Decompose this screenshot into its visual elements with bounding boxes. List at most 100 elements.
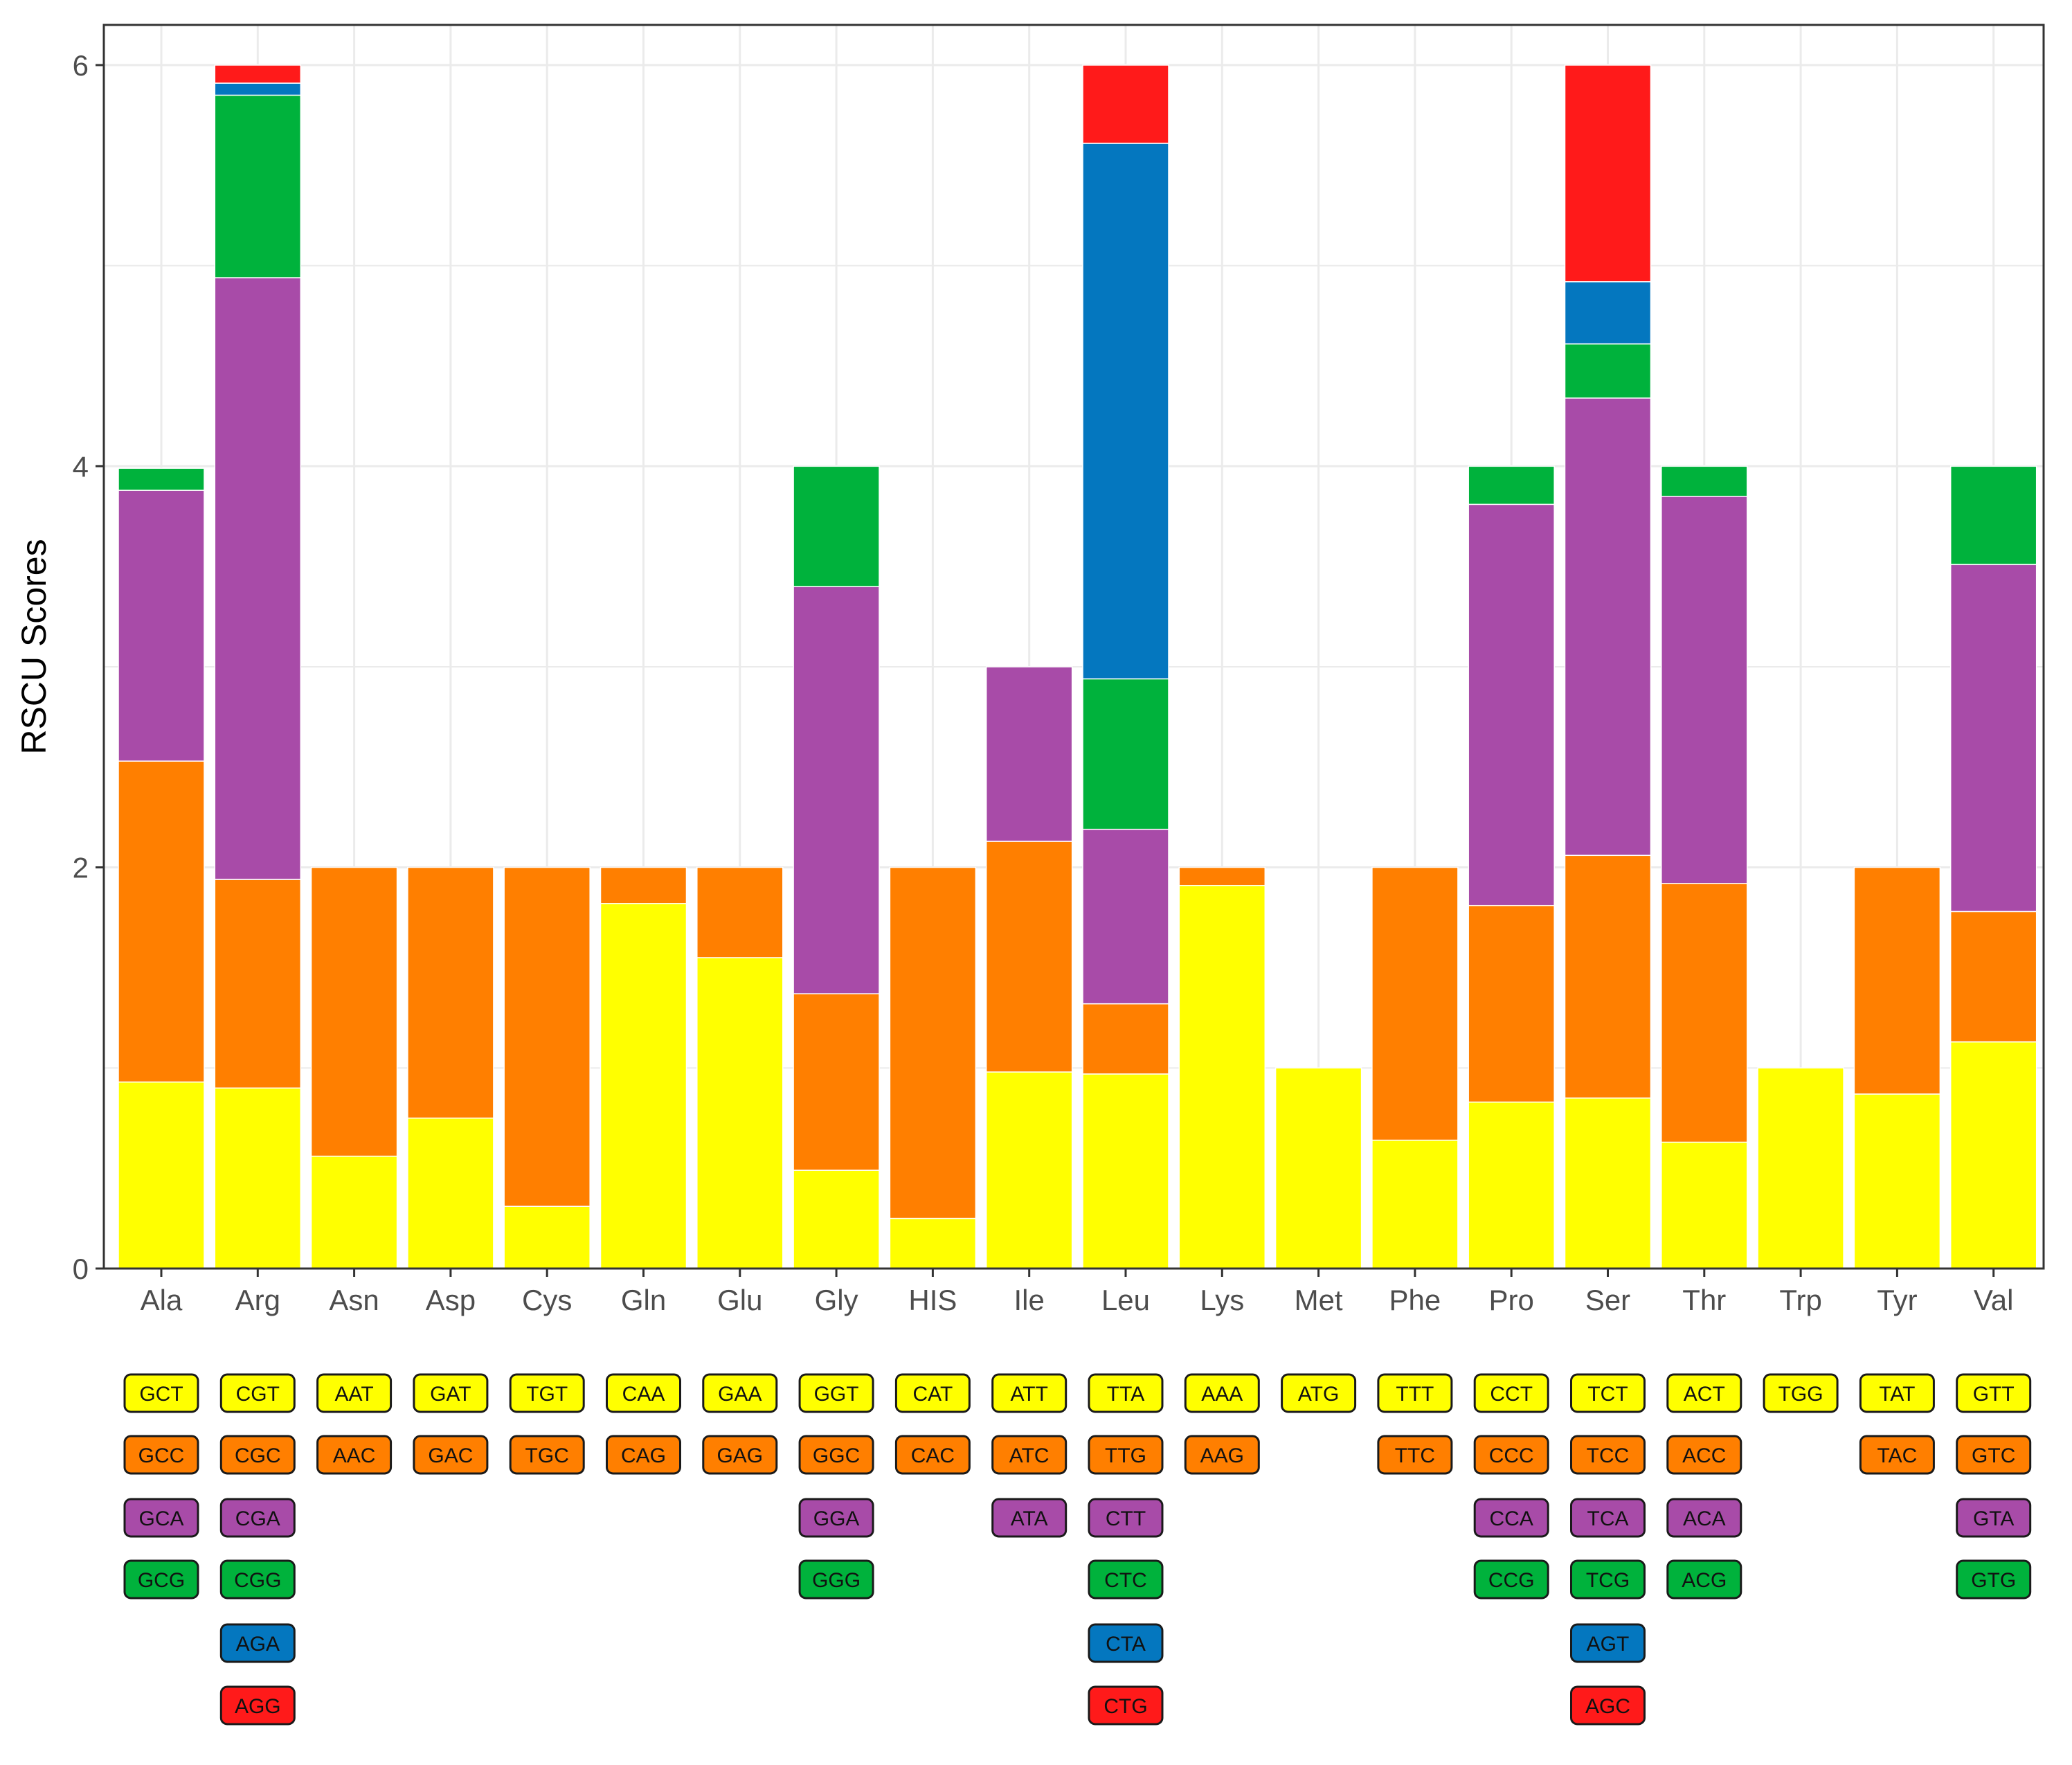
y-axis: 0 2 4 6 — [73, 49, 104, 1285]
codon-label: AAA — [1201, 1383, 1243, 1406]
codon-box-bg — [123, 1498, 199, 1538]
codon-label: TTC — [1395, 1444, 1435, 1467]
bar-segment-GGA — [793, 586, 880, 994]
x-tick-label-HIS: HIS — [908, 1284, 957, 1316]
codon-label: TTG — [1105, 1444, 1146, 1467]
codon-box-bg — [798, 1559, 874, 1600]
codon-box-TTT: TTT — [1377, 1373, 1453, 1413]
codon-box-bg — [1570, 1623, 1646, 1663]
bar-segment-CCA — [1468, 503, 1555, 906]
bar-segment-ACG — [1661, 465, 1748, 497]
codon-box-bg — [1377, 1373, 1453, 1413]
bar-segment-ACA — [1661, 496, 1748, 884]
bar-segment-ATG — [1274, 1067, 1362, 1269]
codon-box-TTC: TTC — [1377, 1435, 1453, 1475]
codon-label: AAG — [1200, 1444, 1244, 1467]
bar-segment-CAA — [600, 903, 687, 1269]
codon-box-GCT: GCT — [123, 1373, 199, 1413]
bar-segment-TTT — [1371, 1139, 1459, 1269]
bar-segment-TTG — [1082, 1003, 1169, 1075]
codon-box-bg — [509, 1435, 585, 1475]
codon-box-bg — [606, 1373, 681, 1413]
codon-label: TGC — [525, 1444, 569, 1467]
codon-box-CAG: CAG — [606, 1435, 681, 1475]
codon-label: TAT — [1879, 1383, 1915, 1406]
codon-box-bg — [1473, 1373, 1549, 1413]
codon-box-bg — [509, 1373, 585, 1413]
codon-label: GAG — [717, 1444, 763, 1467]
codon-label: TCT — [1587, 1383, 1628, 1406]
bar-segment-GCA — [118, 490, 205, 762]
codon-label: GCA — [138, 1507, 183, 1530]
bar-segment-GCG — [118, 467, 205, 491]
codon-table: GCT GCC GCA GCG CGT CGC CGA CGG AGA AGG AAT AAC GAT G… — [123, 1373, 2032, 1726]
codon-label: AAT — [335, 1383, 374, 1406]
codon-box-bg — [1956, 1373, 2032, 1413]
y-tick-label: 2 — [73, 852, 89, 884]
codon-box-CTG: CTG — [1088, 1685, 1164, 1726]
codon-box-bg — [219, 1373, 296, 1413]
codon-box-bg — [894, 1373, 971, 1413]
codon-label: ATG — [1298, 1383, 1339, 1406]
x-tick-label-Glu: Glu — [717, 1284, 762, 1316]
codon-box-bg — [1763, 1373, 1839, 1413]
codon-box-ATA: ATA — [991, 1498, 1067, 1538]
codon-box-bg — [1088, 1373, 1164, 1413]
codon-label: AAC — [333, 1444, 376, 1467]
codon-box-GAG: GAG — [702, 1435, 778, 1475]
bar-segment-GAG — [696, 866, 784, 958]
codon-box-GCG: GCG — [123, 1559, 199, 1600]
y-tick-label: 6 — [73, 49, 89, 82]
bar-segment-CCC — [1468, 904, 1555, 1103]
codon-box-bg — [702, 1373, 778, 1413]
codon-box-AAG: AAG — [1184, 1435, 1260, 1475]
codon-box-TCC: TCC — [1570, 1435, 1646, 1475]
codon-label: GAC — [428, 1444, 473, 1467]
codon-box-ATG: ATG — [1281, 1373, 1357, 1413]
codon-label: TCG — [1586, 1569, 1630, 1592]
codon-label: AGC — [1585, 1695, 1630, 1718]
codon-box-TAC: TAC — [1859, 1435, 1935, 1475]
bar-segment-TCT — [1564, 1097, 1652, 1269]
codon-label: TTT — [1396, 1383, 1434, 1406]
codon-box-bg — [798, 1498, 874, 1538]
codon-box-bg — [1666, 1498, 1742, 1538]
bar-segment-AAC — [310, 866, 398, 1157]
x-tick-label-Gly: Gly — [815, 1284, 858, 1316]
codon-label: ACG — [1682, 1569, 1727, 1592]
codon-box-bg — [1570, 1559, 1646, 1600]
codon-label: GTT — [1973, 1383, 2015, 1406]
codon-label: CCC — [1489, 1444, 1534, 1467]
codon-box-CCC: CCC — [1473, 1435, 1549, 1475]
codon-box-bg — [1956, 1435, 2032, 1475]
codon-label: GAT — [430, 1383, 471, 1406]
codon-box-GAA: GAA — [702, 1373, 778, 1413]
codon-box-AGA: AGA — [219, 1623, 296, 1663]
codon-box-bg — [1088, 1623, 1164, 1663]
codon-box-GCA: GCA — [123, 1498, 199, 1538]
bar-segment-GCT — [118, 1081, 205, 1269]
codon-box-bg — [413, 1435, 489, 1475]
codon-box-bg — [1666, 1373, 1742, 1413]
x-tick-label-Asn: Asn — [329, 1284, 379, 1316]
codon-box-bg — [798, 1373, 874, 1413]
codon-box-bg — [413, 1373, 489, 1413]
codon-box-CGA: CGA — [219, 1498, 296, 1538]
x-tick-label-Tyr: Tyr — [1877, 1284, 1917, 1316]
codon-label: ATC — [1009, 1444, 1049, 1467]
bar-segment-CGG — [214, 94, 302, 278]
codon-box-bg — [702, 1435, 778, 1475]
y-axis-title: RSCU Scores — [15, 539, 53, 754]
bar-segment-CCG — [1468, 465, 1555, 505]
codon-label: GCG — [138, 1569, 185, 1592]
x-tick-label-Arg: Arg — [235, 1284, 280, 1316]
codon-label: CCT — [1490, 1383, 1533, 1406]
bar-segment-CCT — [1468, 1101, 1555, 1269]
codon-box-bg — [991, 1498, 1067, 1538]
codon-label: GGC — [813, 1444, 860, 1467]
bar-segment-GAA — [696, 957, 784, 1269]
codon-label: CAC — [911, 1444, 955, 1467]
codon-label: CCG — [1488, 1569, 1535, 1592]
codon-label: CAT — [913, 1383, 953, 1406]
codon-box-AAC: AAC — [316, 1435, 393, 1475]
